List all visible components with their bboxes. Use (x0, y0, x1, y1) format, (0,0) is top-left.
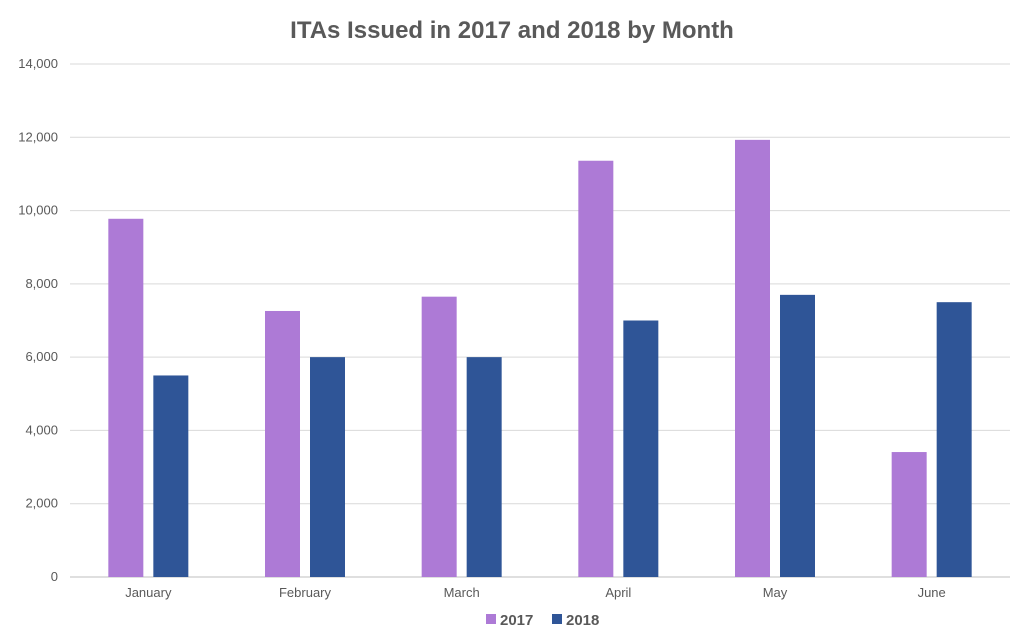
bar-2017-march (421, 296, 457, 577)
y-tick-label: 8,000 (25, 276, 58, 291)
bar-2017-january (108, 218, 144, 578)
y-tick-label: 0 (51, 569, 58, 584)
legend-label: 2018 (566, 612, 599, 629)
bar-2017-june (891, 452, 927, 577)
bar-2018-january (153, 375, 189, 577)
bars (108, 139, 972, 578)
bar-2017-february (265, 310, 300, 577)
x-axis: January February March April May June (125, 585, 946, 600)
y-tick-label: 6,000 (25, 349, 58, 364)
legend-swatch-2018 (552, 614, 562, 624)
y-tick-label: 14,000 (18, 56, 58, 71)
bar-2018-february (310, 357, 345, 577)
y-tick-label: 4,000 (25, 422, 58, 437)
legend: 2017 2018 (486, 612, 599, 629)
legend-label: 2017 (500, 612, 533, 629)
x-tick-label: February (279, 585, 332, 600)
bar-2018-june (936, 302, 972, 577)
bar-2018-may (780, 294, 815, 577)
x-tick-label: May (763, 585, 788, 600)
x-tick-label: January (125, 585, 172, 600)
chart-title: ITAs Issued in 2017 and 2018 by Month (290, 17, 734, 44)
gridlines (70, 63, 1010, 578)
x-tick-label: June (918, 585, 946, 600)
bar-2018-april (623, 320, 659, 577)
y-axis: 0 2,000 4,000 6,000 8,000 10,000 12,000 14,000 (18, 56, 58, 584)
bar-2017-april (578, 160, 614, 578)
y-tick-label: 10,000 (18, 203, 58, 218)
y-tick-label: 2,000 (25, 496, 58, 511)
x-tick-label: April (605, 585, 631, 600)
x-tick-label: March (444, 585, 480, 600)
y-tick-label: 12,000 (18, 129, 58, 144)
bar-2018-march (466, 357, 502, 577)
legend-swatch-2017 (486, 614, 496, 624)
bar-2017-may (735, 139, 770, 577)
